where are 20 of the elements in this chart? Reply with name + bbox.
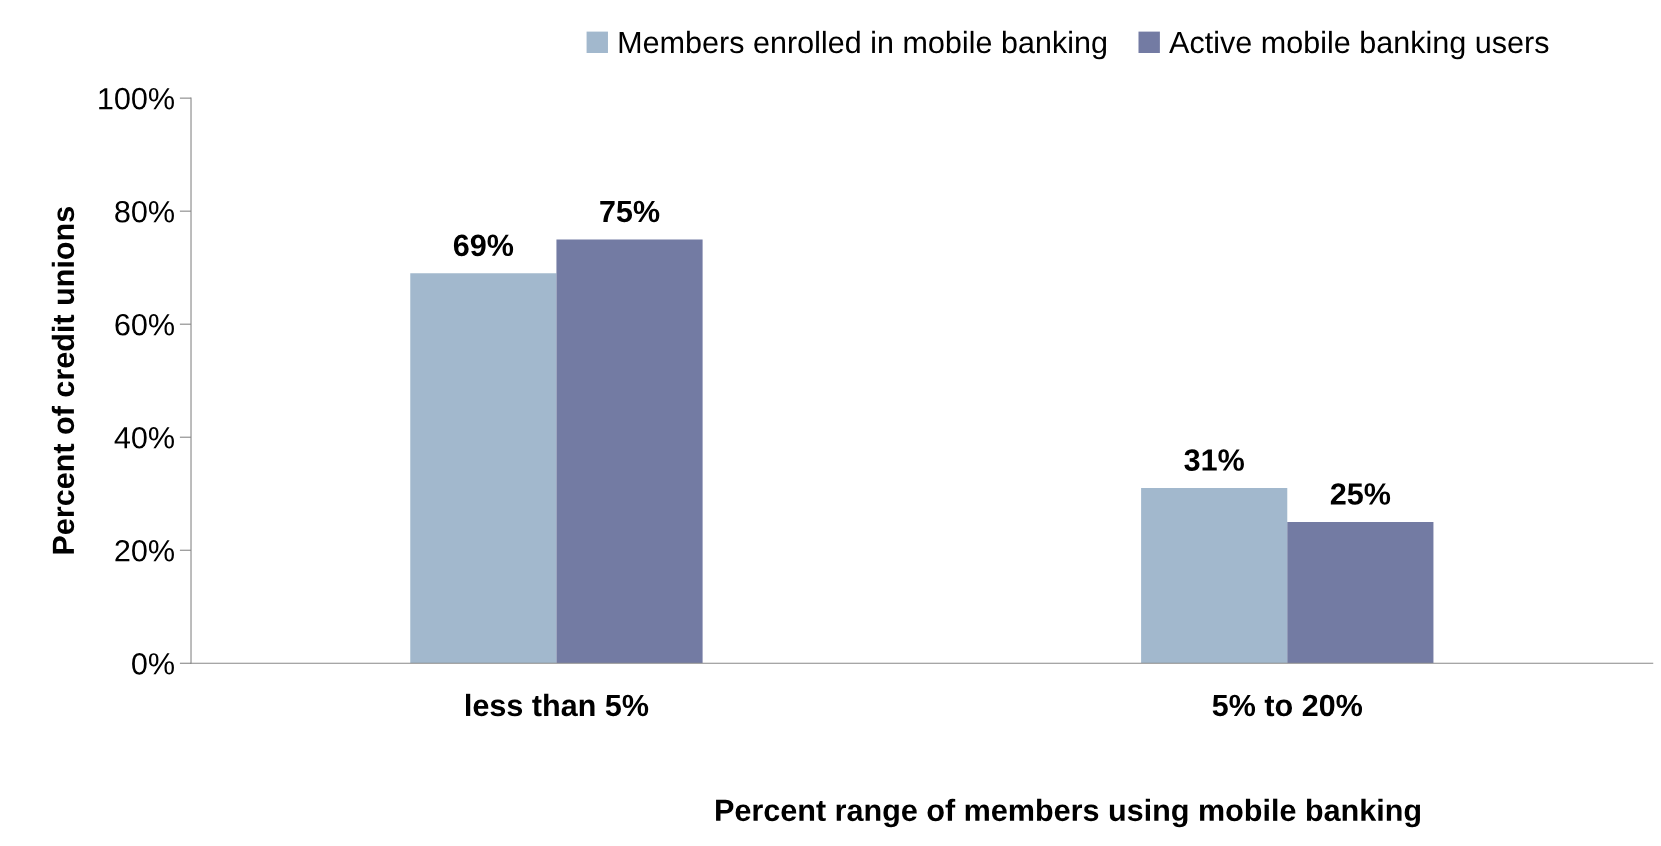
y-tick-label: 80% [115,200,174,223]
y-tick-label: 40% [114,426,174,449]
y-tick-label: 100% [99,87,174,110]
y-tick-label: 60% [115,313,174,336]
x-axis-title: Percent range of members using mobile banking [716,798,1421,828]
bar [1141,488,1288,664]
y-axis-title: Percent of credit unions [51,207,75,554]
bar [1287,521,1434,664]
x-tick-label: less than 5% [466,693,649,717]
legend-label: Members enrolled in mobile banking [619,30,1107,60]
bar [410,273,557,664]
data-label: 25% [1330,483,1391,505]
y-tick-label: 20% [115,539,174,562]
data-label: 31% [1184,449,1244,471]
data-label: 75% [600,200,660,223]
legend-label: Active mobile banking users [1169,30,1549,60]
x-tick-label: 5% to 20% [1212,694,1363,717]
y-tick-label: 0% [132,653,174,675]
data-label: 69% [453,234,514,257]
bar [556,239,703,664]
